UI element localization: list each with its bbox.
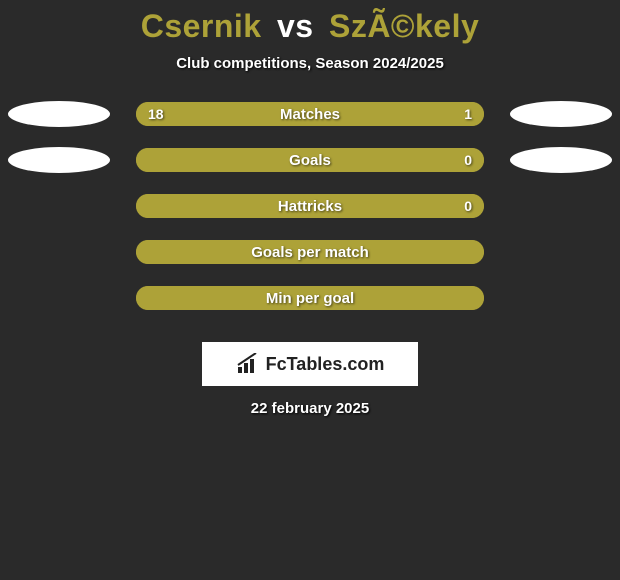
subtitle: Club competitions, Season 2024/2025 [176,55,444,72]
stat-value-left: 18 [136,102,176,126]
ellipse-spacer [510,239,612,265]
stat-row: Hattricks0 [0,194,620,218]
title: Csernik vs SzÃ©kely [141,8,480,45]
logo-text: FcTables.com [266,354,385,375]
ellipse-spacer [510,193,612,219]
photo-ellipse-left [8,101,110,127]
stat-value-right: 1 [452,102,484,126]
stat-bar: Goals per match [136,240,484,264]
photo-ellipse-left [8,147,110,173]
stat-label: Goals per match [136,240,484,264]
comparison-card: Csernik vs SzÃ©kely Club competitions, S… [0,0,620,417]
stat-bar: Min per goal [136,286,484,310]
stat-value-right: 0 [452,194,484,218]
logo-box: FcTables.com [202,342,418,386]
player-left-name: Csernik [141,8,262,44]
ellipse-spacer [8,239,110,265]
ellipse-spacer [8,193,110,219]
player-right-name: SzÃ©kely [329,8,479,44]
stat-row: Min per goal [0,286,620,310]
stat-bar: Goals0 [136,148,484,172]
photo-ellipse-right [510,101,612,127]
stat-label: Matches [136,102,484,126]
stat-value-right: 0 [452,148,484,172]
ellipse-spacer [510,285,612,311]
stat-row: Goals0 [0,148,620,172]
stat-bar: Matches18 1 [136,102,484,126]
date-text: 22 february 2025 [251,400,369,417]
photo-ellipse-right [510,147,612,173]
stat-label: Min per goal [136,286,484,310]
stat-bar: Hattricks0 [136,194,484,218]
chart-icon [236,353,262,375]
stat-row: Matches18 1 [0,102,620,126]
stat-row: Goals per match [0,240,620,264]
stat-rows: Matches181Goals0Hattricks0Goals per matc… [0,102,620,332]
stat-label: Goals [136,148,484,172]
stat-label: Hattricks [136,194,484,218]
vs-text: vs [277,8,314,44]
ellipse-spacer [8,285,110,311]
